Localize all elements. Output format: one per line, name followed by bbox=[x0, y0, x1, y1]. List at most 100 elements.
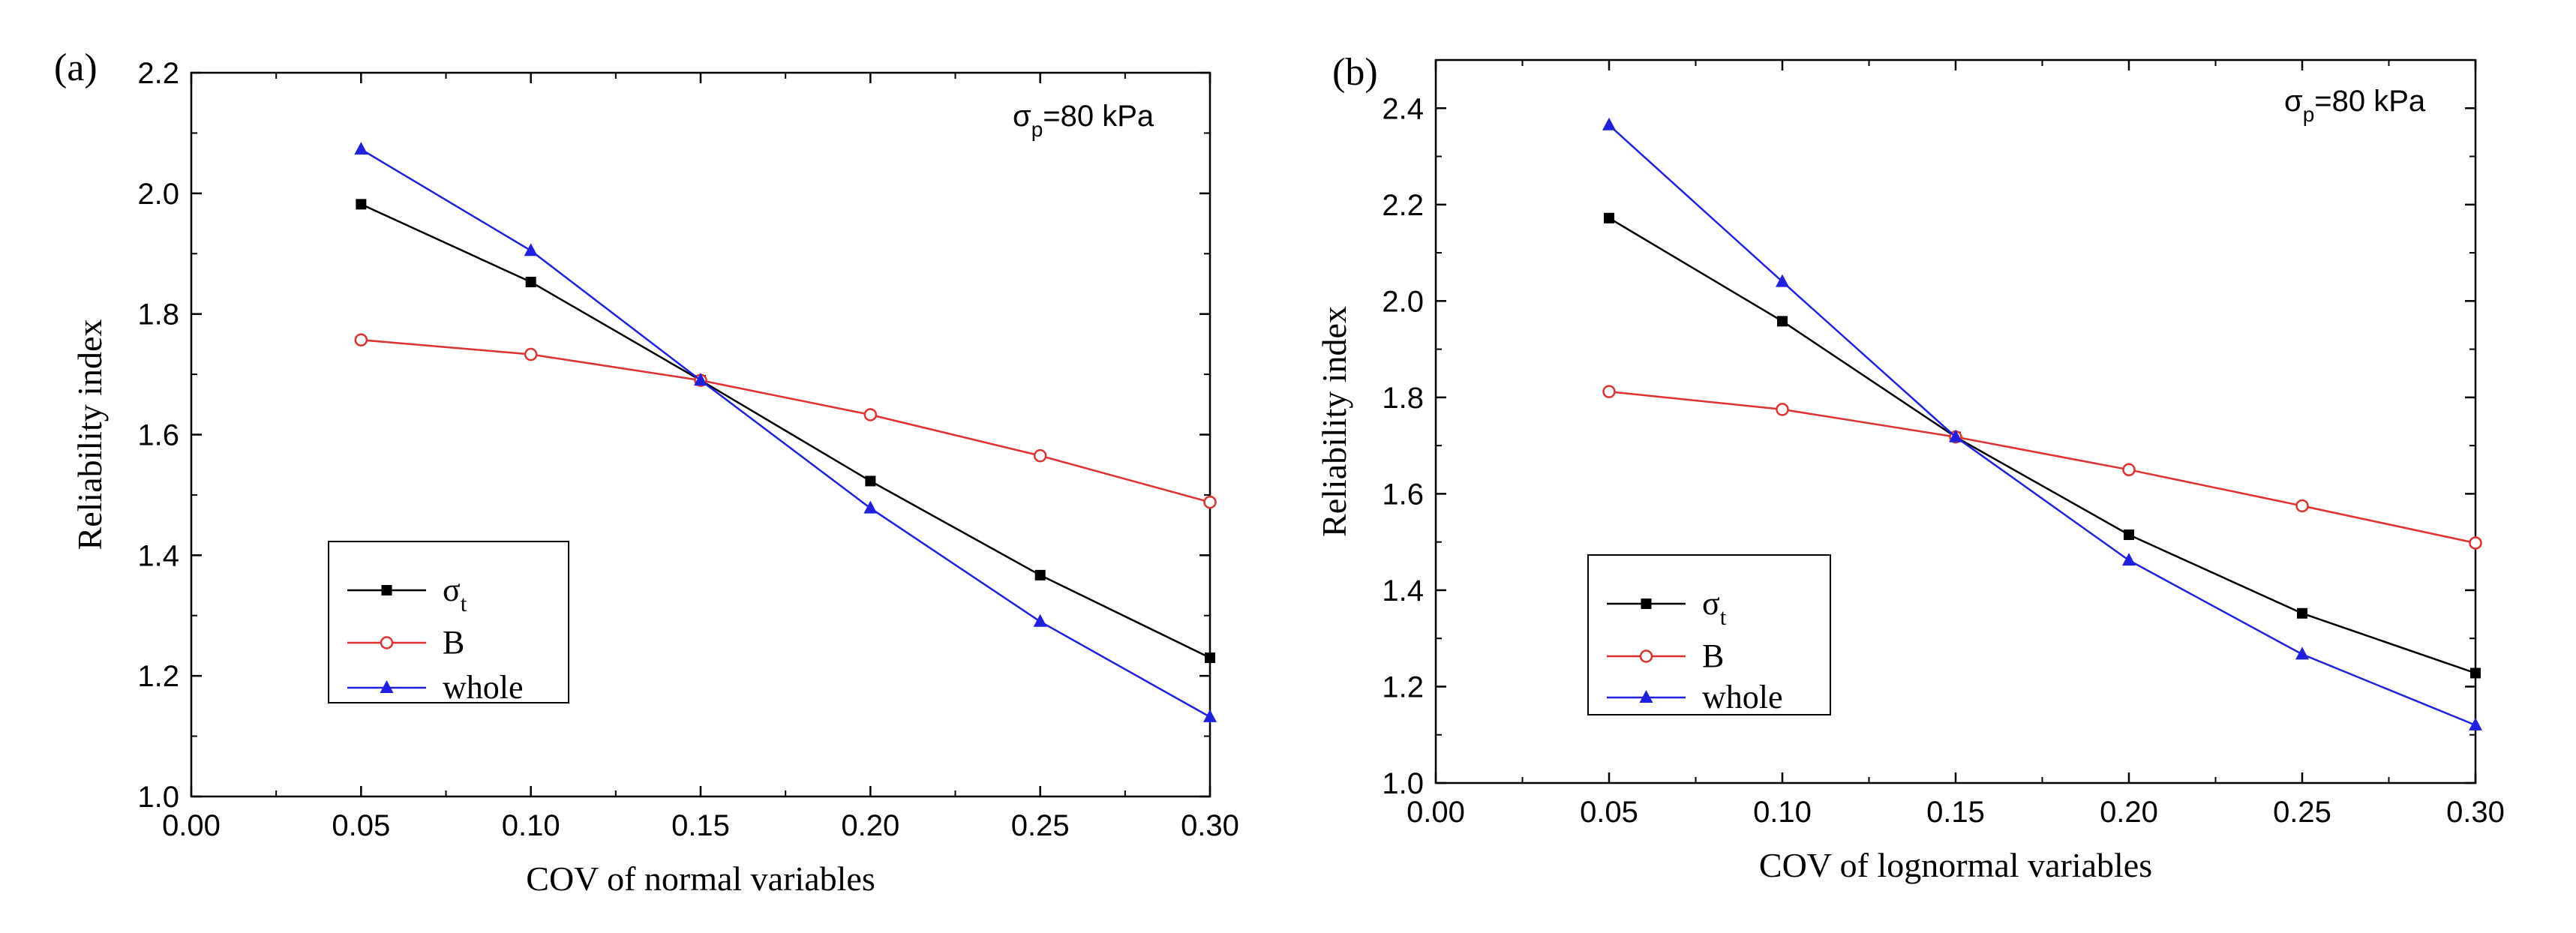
x-tick-label: 0.10 bbox=[1753, 796, 1812, 829]
legend-label-whole-base: whole bbox=[1702, 679, 1783, 716]
legend-label-σt-base: σ bbox=[1702, 585, 1720, 622]
stress-annotation-base: σ bbox=[1013, 100, 1031, 133]
data-point-σt bbox=[1604, 212, 1614, 224]
x-tick-label: 0.30 bbox=[1181, 809, 1239, 842]
data-point-B bbox=[2295, 499, 2309, 513]
data-point-B bbox=[863, 408, 878, 422]
y-tick-label: 2.4 bbox=[1382, 92, 1424, 125]
legend-marker-whole bbox=[380, 680, 394, 693]
x-tick-label: 0.05 bbox=[1580, 796, 1638, 829]
data-point-B bbox=[524, 347, 538, 362]
x-tick-label: 0.25 bbox=[1011, 809, 1070, 842]
data-point-σt bbox=[356, 199, 367, 210]
data-point-whole bbox=[2295, 646, 2309, 660]
legend-label-whole: whole bbox=[443, 669, 524, 706]
y-tick-label: 1.8 bbox=[137, 298, 179, 332]
stress-annotation: σp=80 kPa bbox=[2284, 85, 2426, 126]
data-point-σt bbox=[525, 277, 536, 288]
data-point-σt bbox=[865, 476, 876, 487]
data-point-σt bbox=[2470, 668, 2481, 679]
legend-label-σt: σt bbox=[1702, 585, 1727, 630]
legend-label-B-base: B bbox=[443, 624, 464, 661]
y-tick-label: 2.2 bbox=[1382, 189, 1424, 222]
legend-label-σt: σt bbox=[443, 572, 467, 616]
data-point-B bbox=[1776, 403, 1789, 416]
y-tick-label: 1.2 bbox=[137, 660, 179, 693]
chart-panel-a: 0.00 0.05 0.10 0.15 0.20 0.25 0.30 1.0 1.2 1.4 1.6… bbox=[54, 46, 1239, 898]
series-line-whole bbox=[1608, 124, 2476, 727]
chart-panel-b: 0.00 0.05 0.10 0.15 0.20 0.25 0.30 1.0 1.2 1.4 1.6… bbox=[1315, 51, 2505, 884]
stress-annotation-rest: =80 kPa bbox=[2314, 85, 2426, 118]
panel-label: (b) bbox=[1332, 51, 1378, 94]
x-axis-title: COV of normal variables bbox=[526, 860, 875, 898]
legend-label-σt-sub: t bbox=[1720, 604, 1727, 630]
data-point-B bbox=[2122, 463, 2136, 477]
legend-marker-σt bbox=[381, 585, 392, 596]
data-point-whole bbox=[2469, 717, 2482, 730]
legend-box bbox=[328, 541, 569, 704]
y-tick-label: 1.4 bbox=[1382, 574, 1424, 608]
data-point-whole bbox=[1033, 614, 1047, 627]
legend-marker-B bbox=[380, 636, 394, 650]
series-line-whole bbox=[360, 148, 1211, 718]
y-tick-label: 2.0 bbox=[1382, 285, 1424, 318]
stress-annotation-sub: p bbox=[1031, 118, 1043, 141]
y-axis-title: Reliability index bbox=[1315, 306, 1353, 537]
data-point-whole bbox=[694, 373, 707, 386]
y-tick-label: 1.4 bbox=[137, 539, 179, 572]
legend-label-B: B bbox=[443, 624, 464, 661]
x-axis-title: COV of lognormal variables bbox=[1759, 846, 2152, 884]
x-tick-label: 0.20 bbox=[2100, 796, 2158, 829]
legend-marker-σt bbox=[1641, 598, 1652, 609]
y-tick-label: 1.6 bbox=[137, 419, 179, 452]
y-tick-label: 1.8 bbox=[1382, 382, 1424, 415]
y-tick-label: 1.0 bbox=[137, 781, 179, 814]
x-tick-label: 0.00 bbox=[162, 809, 221, 842]
stress-annotation-rest: =80 kPa bbox=[1043, 100, 1154, 133]
data-point-σt bbox=[1205, 652, 1215, 664]
x-tick-label: 0.00 bbox=[1407, 796, 1465, 829]
data-point-whole bbox=[1776, 274, 1789, 287]
legend-marker-whole bbox=[1639, 690, 1653, 703]
series-line-B bbox=[361, 338, 1211, 503]
x-tick-label: 0.15 bbox=[671, 809, 730, 842]
x-tick-label: 0.10 bbox=[502, 809, 560, 842]
legend-label-σt-sub: t bbox=[461, 591, 467, 616]
legend-box bbox=[1587, 554, 1831, 716]
y-tick-label: 1.2 bbox=[1382, 670, 1424, 704]
legend-label-B-base: B bbox=[1702, 638, 1724, 674]
data-point-σt bbox=[1034, 569, 1046, 580]
stress-annotation-base: σ bbox=[2284, 85, 2303, 118]
x-tick-label: 0.25 bbox=[2273, 796, 2331, 829]
panel-label: (a) bbox=[54, 46, 98, 89]
stress-annotation: σp=80 kPa bbox=[1013, 100, 1154, 141]
legend-marker-B bbox=[1639, 650, 1653, 663]
data-point-whole bbox=[354, 142, 368, 155]
data-point-σt bbox=[2297, 608, 2307, 619]
x-tick-label: 0.30 bbox=[2446, 796, 2505, 829]
x-tick-label: 0.15 bbox=[1926, 796, 1985, 829]
data-point-B bbox=[1602, 385, 1616, 398]
x-tick-label: 0.20 bbox=[841, 809, 899, 842]
x-tick-label: 0.05 bbox=[332, 809, 390, 842]
stress-annotation-sub: p bbox=[2303, 103, 2315, 126]
series-line-B bbox=[1608, 390, 2476, 544]
data-point-whole bbox=[1203, 709, 1217, 722]
data-point-B bbox=[1033, 448, 1047, 463]
y-tick-label: 1.0 bbox=[1382, 767, 1424, 800]
y-axis-title: Reliability index bbox=[71, 320, 109, 550]
y-tick-label: 1.6 bbox=[1382, 478, 1424, 511]
data-point-whole bbox=[1602, 117, 1616, 130]
legend-label-B: B bbox=[1702, 638, 1724, 674]
data-point-whole bbox=[524, 243, 538, 256]
data-point-B bbox=[354, 333, 368, 346]
data-point-σt bbox=[1777, 316, 1788, 327]
data-point-B bbox=[2469, 536, 2482, 550]
data-point-whole bbox=[1949, 429, 1962, 442]
data-point-B bbox=[1203, 495, 1217, 509]
y-tick-label: 2.2 bbox=[137, 57, 179, 90]
legend-label-whole: whole bbox=[1702, 679, 1783, 716]
